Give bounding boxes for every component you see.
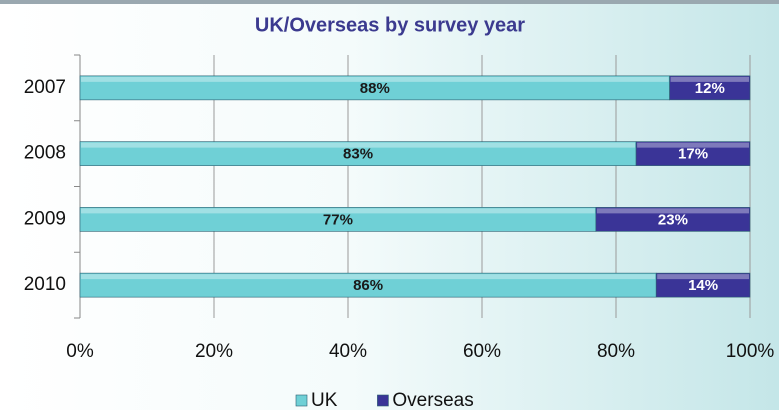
bar-highlight [81,274,656,280]
x-tick-label: 60% [463,341,501,362]
x-tick-label: 80% [597,341,635,362]
y-tick-label: 2010 [24,274,66,295]
bar-segment [79,272,657,298]
x-tick-label: 100% [726,341,775,362]
data-label: 88% [360,80,390,97]
y-tick-label: 2009 [24,208,66,229]
y-tick-label: 2007 [24,77,66,98]
legend-label: Overseas [392,390,473,410]
top-border [0,0,779,4]
bar-highlight [81,76,669,82]
bar-segment [79,141,637,166]
data-label: 17% [678,146,708,163]
bar-segment [79,207,597,232]
chart-title: UK/Overseas by survey year [255,14,525,36]
data-label: 14% [688,277,718,294]
data-label: 77% [323,211,353,228]
legend-swatch [295,394,308,407]
legend-label: UK [311,390,338,410]
bar-highlight [637,142,749,148]
bar-highlight [81,142,636,148]
data-label: 23% [658,211,688,228]
data-label: 12% [695,80,725,97]
bar-highlight [596,208,749,214]
legend-swatch [377,394,389,407]
x-tick-label: 40% [329,341,367,362]
bar-segment [635,141,751,166]
data-label: 86% [353,277,383,294]
bar-segment [79,75,670,101]
bar-segment [669,75,751,101]
y-tick-label: 2008 [24,143,66,164]
x-tick-label: 0% [66,341,94,362]
bar-segment [655,272,751,298]
bar-highlight [81,208,595,214]
x-tick-label: 20% [195,341,233,362]
bar-highlight [670,76,749,82]
data-label: 83% [343,146,373,163]
bar-segment [595,207,751,232]
bar-highlight [657,274,749,280]
